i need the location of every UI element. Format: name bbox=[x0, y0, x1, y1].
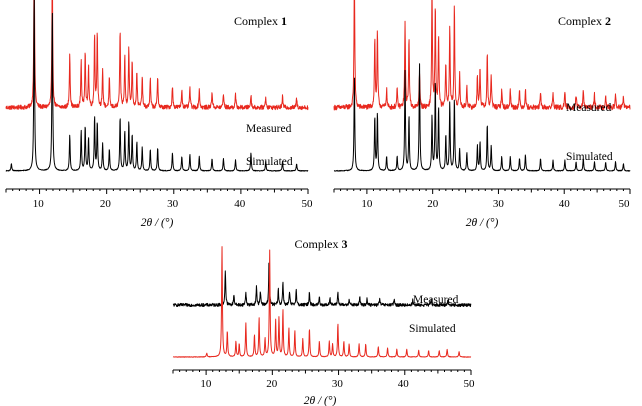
x-ticks-1 bbox=[5, 189, 309, 194]
chart-title-3: Complex 3 bbox=[295, 237, 348, 251]
series-line-simulated bbox=[333, 63, 631, 172]
series-label-measured-2: Measured bbox=[566, 102, 612, 114]
panel-complex-3: 10 20 30 40 50 2θ / (°) Complex 3 Measur… bbox=[172, 237, 476, 406]
x-axis-title-1: 2θ / (°) bbox=[141, 217, 174, 229]
chart-title-1: Complex 1 bbox=[234, 14, 287, 28]
x-ticks-2 bbox=[333, 189, 631, 194]
series-label-simulated-1: Simulated bbox=[246, 156, 293, 168]
x-tick-label: 20 bbox=[100, 198, 112, 210]
x-tick-label: 40 bbox=[559, 198, 571, 210]
x-tick-label: 30 bbox=[332, 378, 344, 390]
series-label-measured-1: Measured bbox=[246, 123, 292, 135]
x-tick-label: 40 bbox=[398, 378, 410, 390]
x-tick-label: 30 bbox=[167, 198, 179, 210]
series-lines-2 bbox=[333, 0, 631, 172]
x-tick-label: 20 bbox=[427, 198, 439, 210]
x-tick-label: 40 bbox=[234, 198, 246, 210]
chart-title-2: Complex 2 bbox=[558, 14, 611, 28]
panel-complex-1: 10 20 30 40 50 2θ / (°) Complex 1 Measur… bbox=[5, 0, 314, 229]
x-tick-label: 10 bbox=[361, 198, 373, 210]
series-line-measured bbox=[333, 0, 631, 111]
series-line-measured bbox=[5, 0, 309, 111]
series-line-simulated bbox=[5, 0, 309, 172]
x-tick-label: 10 bbox=[200, 378, 212, 390]
x-tick-label: 20 bbox=[266, 378, 278, 390]
x-tick-label: 50 bbox=[302, 198, 314, 210]
x-axis-title-3: 2θ / (°) bbox=[304, 395, 337, 406]
panel-complex-2: 10 20 30 40 50 2θ / (°) Complex 2 Measur… bbox=[333, 0, 631, 229]
x-tick-label: 50 bbox=[619, 198, 631, 210]
series-label-measured-3: Measured bbox=[413, 294, 459, 306]
x-tick-label: 30 bbox=[493, 198, 505, 210]
series-lines-1 bbox=[5, 0, 309, 172]
x-tick-label: 10 bbox=[33, 198, 45, 210]
x-ticks-3 bbox=[172, 370, 472, 375]
series-label-simulated-2: Simulated bbox=[566, 151, 613, 163]
series-line-simulated bbox=[172, 246, 472, 358]
x-tick-label: 50 bbox=[464, 378, 476, 390]
series-lines-3 bbox=[172, 246, 472, 358]
x-axis-title-2: 2θ / (°) bbox=[466, 217, 499, 229]
series-label-simulated-3: Simulated bbox=[409, 323, 456, 335]
